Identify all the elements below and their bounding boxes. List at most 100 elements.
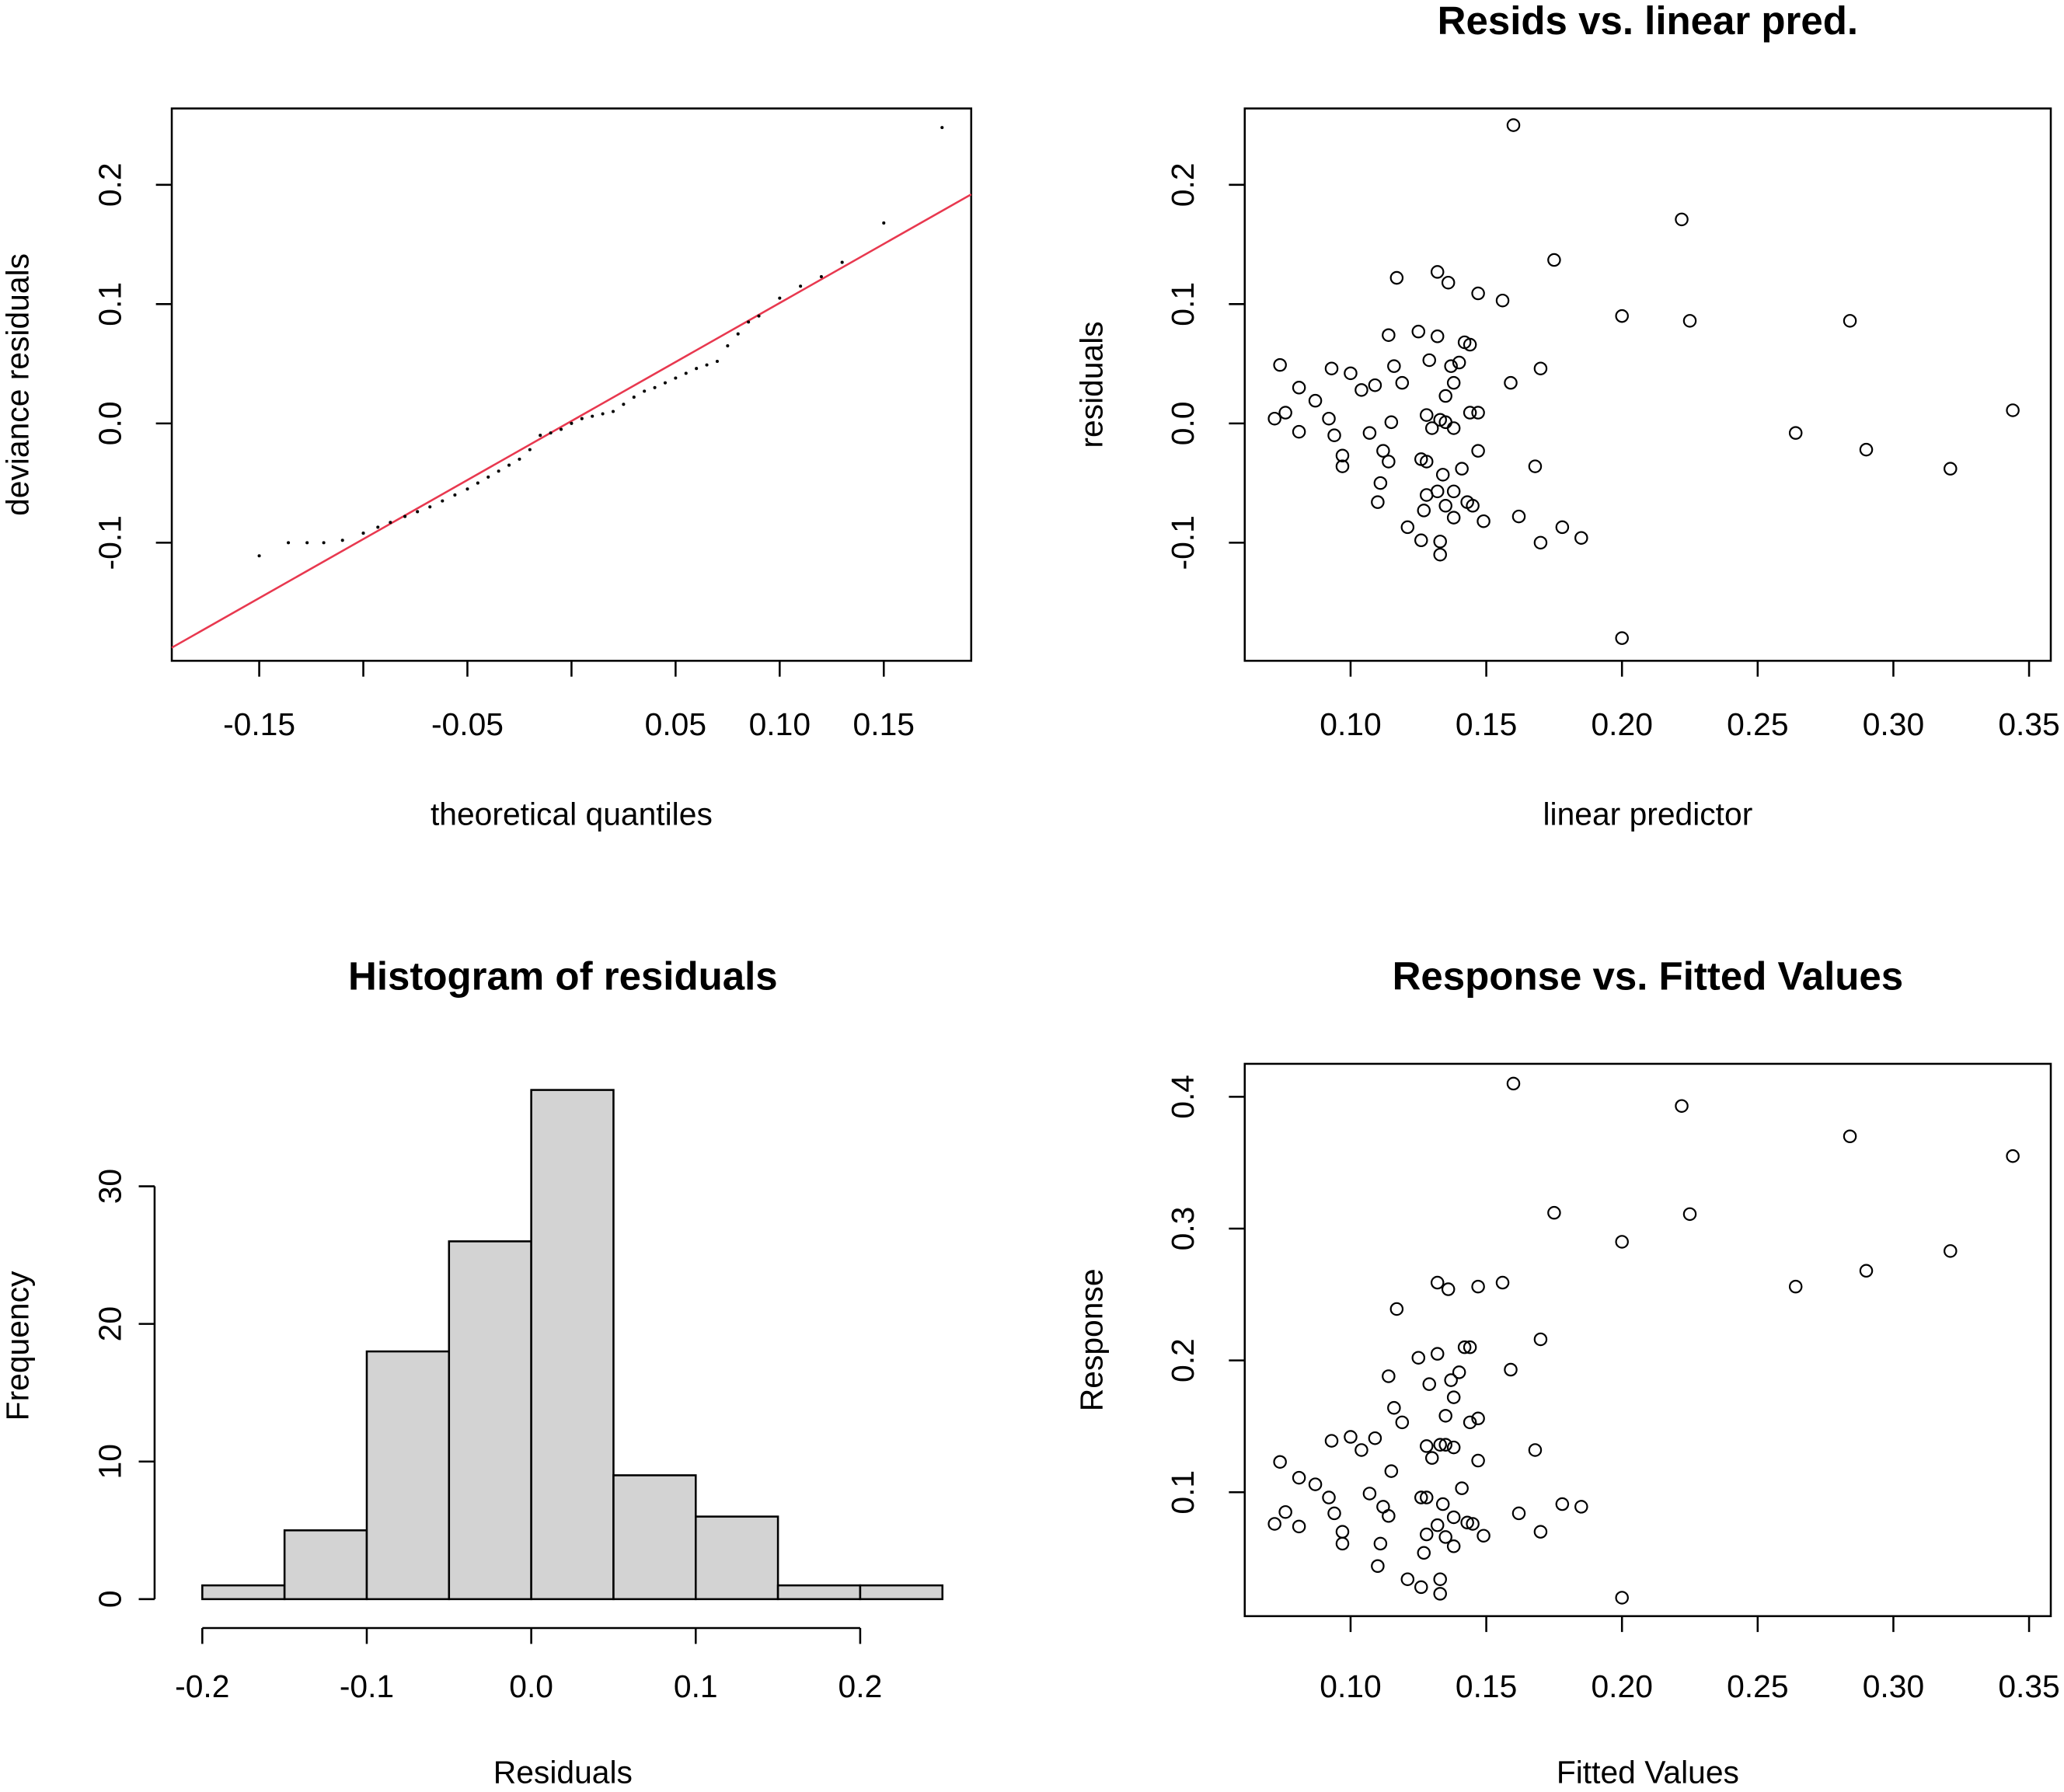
- x-tick-label: -0.05: [431, 706, 504, 742]
- point: [684, 371, 688, 375]
- point: [1444, 1373, 1458, 1387]
- y-tick-label: 0.2: [92, 162, 127, 207]
- point: [1414, 1490, 1428, 1504]
- point: [465, 487, 469, 491]
- y-tick-label: 20: [92, 1306, 127, 1341]
- x-tick-label: 0.25: [1727, 706, 1788, 742]
- point: [1371, 1559, 1385, 1574]
- point: [1422, 353, 1437, 368]
- point: [1414, 533, 1428, 548]
- point: [549, 431, 553, 435]
- point: [1441, 1282, 1456, 1296]
- point: [726, 344, 730, 348]
- point: [580, 417, 584, 420]
- point: [1460, 1515, 1474, 1530]
- point: [1788, 426, 1803, 440]
- point: [1682, 314, 1697, 328]
- x-tick-label: 0.10: [1320, 1668, 1381, 1704]
- point: [1382, 455, 1396, 469]
- point: [1430, 265, 1445, 279]
- y-tick-label: 30: [92, 1169, 127, 1204]
- y-tick-label: 0.1: [1165, 282, 1201, 326]
- bar: [776, 1584, 862, 1601]
- point: [1471, 444, 1485, 458]
- point: [1419, 1439, 1434, 1453]
- x-axis-label: Residuals: [493, 1755, 633, 1790]
- point: [1463, 1340, 1477, 1354]
- point: [1533, 1525, 1548, 1539]
- point: [1446, 484, 1461, 499]
- point: [1384, 1464, 1399, 1478]
- point: [1433, 1438, 1447, 1452]
- point: [643, 389, 647, 393]
- point: [570, 421, 574, 425]
- y-tick-label: 10: [92, 1444, 127, 1479]
- point: [428, 505, 432, 509]
- point: [1376, 444, 1390, 458]
- x-tick-label: 0.1: [674, 1668, 718, 1704]
- point: [1373, 476, 1388, 490]
- point: [1382, 1369, 1396, 1383]
- point: [1843, 314, 1857, 328]
- point: [361, 532, 365, 535]
- point: [1308, 1477, 1323, 1491]
- point: [1433, 1572, 1447, 1586]
- point: [1430, 1275, 1445, 1290]
- point: [1335, 459, 1350, 473]
- point: [1322, 1490, 1336, 1504]
- point: [1292, 381, 1306, 395]
- point: [1419, 1527, 1434, 1542]
- y-tick-label: 0.2: [1165, 1338, 1201, 1382]
- point: [1495, 293, 1510, 308]
- point: [1327, 1506, 1341, 1521]
- point: [653, 385, 657, 389]
- point: [1615, 309, 1629, 323]
- point: [1387, 359, 1401, 373]
- point: [1615, 631, 1629, 645]
- bar: [365, 1350, 451, 1601]
- point: [1446, 1539, 1461, 1553]
- point: [1419, 1490, 1434, 1504]
- point: [1511, 1506, 1526, 1521]
- y-tick-label: 0: [92, 1590, 127, 1608]
- bar: [201, 1584, 286, 1601]
- point: [1373, 1536, 1388, 1551]
- point: [1368, 378, 1382, 392]
- x-tick-label: 0.15: [1456, 1668, 1517, 1704]
- y-axis-label: residuals: [1074, 321, 1110, 448]
- point: [1362, 426, 1377, 440]
- point: [611, 410, 615, 413]
- point: [715, 359, 719, 364]
- point: [1278, 406, 1292, 420]
- y-tick-label: 0.3: [1165, 1207, 1201, 1251]
- point: [622, 403, 626, 406]
- bar: [530, 1089, 615, 1601]
- point: [518, 457, 521, 461]
- point: [747, 320, 751, 324]
- point: [1324, 1434, 1339, 1448]
- x-tick-label: 0.15: [853, 706, 915, 742]
- point: [1354, 1443, 1368, 1457]
- point: [695, 367, 699, 371]
- point: [1675, 1099, 1689, 1113]
- point: [376, 525, 380, 529]
- point: [1362, 1487, 1377, 1501]
- point: [1273, 1455, 1287, 1469]
- point: [799, 284, 803, 288]
- point: [1292, 1519, 1306, 1534]
- point: [403, 514, 407, 518]
- point: [591, 414, 594, 418]
- x-tick-label: 0.30: [1863, 706, 1924, 742]
- point: [1547, 253, 1561, 267]
- x-tick-label: 0.0: [509, 1668, 553, 1704]
- point: [1471, 286, 1485, 301]
- point: [840, 260, 844, 264]
- point: [1438, 1409, 1452, 1423]
- x-tick-label: 0.10: [1320, 706, 1381, 742]
- x-axis-label: linear predictor: [1543, 797, 1752, 832]
- point: [389, 521, 392, 525]
- x-axis-label: Fitted Values: [1557, 1755, 1739, 1790]
- point: [1944, 1244, 1958, 1258]
- point: [1327, 428, 1341, 442]
